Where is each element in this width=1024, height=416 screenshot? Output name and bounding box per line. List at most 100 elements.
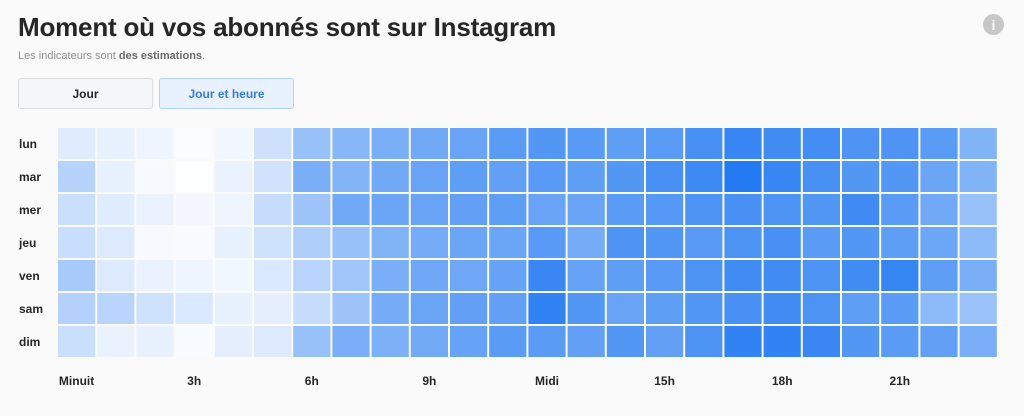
x-tick-3: 3h xyxy=(187,374,202,388)
heatmap-cell-ven-23 xyxy=(959,260,997,291)
heatmap-cell-lun-14 xyxy=(606,128,644,159)
heatmap-cell-sam-11 xyxy=(489,293,527,324)
heatmap-cell-mar-10 xyxy=(450,161,488,192)
heatmap-cell-jeu-22 xyxy=(920,227,958,258)
heatmap-cell-dim-12 xyxy=(528,326,566,357)
heatmap-cell-sam-18 xyxy=(763,293,801,324)
heatmap-cell-ven-22 xyxy=(920,260,958,291)
heatmap-cell-ven-8 xyxy=(371,260,409,291)
heatmap-cell-ven-13 xyxy=(567,260,605,291)
heatmap-cell-dim-16 xyxy=(685,326,723,357)
x-tick-12: Midi xyxy=(535,374,559,388)
heatmap-cell-ven-1 xyxy=(97,260,135,291)
heatmap-cell-mer-0 xyxy=(58,194,96,225)
heatmap-cell-mer-10 xyxy=(450,194,488,225)
heatmap-cell-mer-23 xyxy=(959,194,997,225)
heatmap-cell-jeu-6 xyxy=(293,227,331,258)
heatmap-cell-mer-8 xyxy=(371,194,409,225)
heatmap-cell-lun-9 xyxy=(410,128,448,159)
x-tick-6: 6h xyxy=(304,374,319,388)
heatmap-cell-dim-18 xyxy=(763,326,801,357)
heatmap-cell-jeu-16 xyxy=(685,227,723,258)
heatmap-cell-mar-5 xyxy=(254,161,292,192)
heatmap-cell-ven-0 xyxy=(58,260,96,291)
heatmap-cell-mer-14 xyxy=(606,194,644,225)
heatmap-cell-mer-1 xyxy=(97,194,135,225)
heatmap-cell-jeu-12 xyxy=(528,227,566,258)
heatmap-cell-ven-4 xyxy=(214,260,252,291)
heatmap-cell-ven-18 xyxy=(763,260,801,291)
heatmap-cell-jeu-15 xyxy=(646,227,684,258)
row-label-dim: dim xyxy=(19,335,41,349)
heatmap-cell-dim-5 xyxy=(254,326,292,357)
heatmap-cell-jeu-2 xyxy=(136,227,174,258)
heatmap-cell-mar-12 xyxy=(528,161,566,192)
heatmap-cell-mar-3 xyxy=(175,161,213,192)
heatmap-cell-lun-16 xyxy=(685,128,723,159)
page-title: Moment où vos abonnés sont sur Instagram xyxy=(18,12,557,42)
heatmap-cell-jeu-3 xyxy=(175,227,213,258)
heatmap-cell-mar-21 xyxy=(881,161,919,192)
heatmap-cell-mar-1 xyxy=(97,161,135,192)
heatmap-cell-mer-2 xyxy=(136,194,174,225)
heatmap-cell-mar-2 xyxy=(136,161,174,192)
heatmap-cell-mer-11 xyxy=(489,194,527,225)
heatmap-cell-ven-14 xyxy=(606,260,644,291)
heatmap-cell-lun-7 xyxy=(332,128,370,159)
heatmap-cell-mer-7 xyxy=(332,194,370,225)
heatmap-cell-mar-8 xyxy=(371,161,409,192)
heatmap-cell-sam-6 xyxy=(293,293,331,324)
heatmap-cell-sam-23 xyxy=(959,293,997,324)
heatmap-cell-mar-14 xyxy=(606,161,644,192)
heatmap-cell-jeu-18 xyxy=(763,227,801,258)
heatmap-cell-jeu-20 xyxy=(842,227,880,258)
heatmap-cell-dim-0 xyxy=(58,326,96,357)
heatmap-cell-mar-9 xyxy=(410,161,448,192)
heatmap-cell-sam-16 xyxy=(685,293,723,324)
heatmap-cell-dim-8 xyxy=(371,326,409,357)
info-icon[interactable]: i xyxy=(983,14,1004,35)
heatmap-cell-dim-22 xyxy=(920,326,958,357)
heatmap-cell-dim-4 xyxy=(214,326,252,357)
x-tick-18: 18h xyxy=(771,374,793,388)
heatmap-cell-mar-13 xyxy=(567,161,605,192)
heatmap-cell-dim-13 xyxy=(567,326,605,357)
heatmap-cell-sam-4 xyxy=(214,293,252,324)
heatmap-cell-dim-10 xyxy=(450,326,488,357)
heatmap-cell-ven-17 xyxy=(724,260,762,291)
heatmap-cell-mar-23 xyxy=(959,161,997,192)
heatmap-cell-sam-0 xyxy=(58,293,96,324)
heatmap-cell-mar-16 xyxy=(685,161,723,192)
heatmap-cell-ven-3 xyxy=(175,260,213,291)
heatmap-cell-mar-7 xyxy=(332,161,370,192)
tab-jour[interactable]: Jour xyxy=(18,78,153,109)
heatmap-cell-ven-15 xyxy=(646,260,684,291)
heatmap-cell-dim-23 xyxy=(959,326,997,357)
heatmap-cell-mar-20 xyxy=(842,161,880,192)
heatmap-cell-jeu-14 xyxy=(606,227,644,258)
info-icon-glyph: i xyxy=(991,16,996,33)
heatmap-cell-sam-7 xyxy=(332,293,370,324)
heatmap-cell-lun-13 xyxy=(567,128,605,159)
heatmap-cell-mer-19 xyxy=(802,194,840,225)
x-tick-15: 15h xyxy=(654,374,675,388)
subtitle-suffix: . xyxy=(202,50,206,62)
heatmap-cell-sam-9 xyxy=(410,293,448,324)
heatmap-cell-lun-0 xyxy=(58,128,96,159)
heatmap-cell-ven-16 xyxy=(685,260,723,291)
heatmap-cell-jeu-11 xyxy=(489,227,527,258)
heatmap-cell-sam-19 xyxy=(802,293,840,324)
heatmap-cell-dim-19 xyxy=(802,326,840,357)
heatmap-cell-lun-21 xyxy=(881,128,919,159)
heatmap-cell-mar-18 xyxy=(763,161,801,192)
page-subtitle: Les indicateurs sont des estimations. xyxy=(18,50,205,62)
heatmap-cell-ven-20 xyxy=(842,260,880,291)
heatmap-cell-dim-14 xyxy=(606,326,644,357)
tab-jour-et-heure[interactable]: Jour et heure xyxy=(159,78,294,109)
row-label-mar: mar xyxy=(19,170,42,184)
heatmap-cell-ven-7 xyxy=(332,260,370,291)
heatmap-cell-sam-5 xyxy=(254,293,292,324)
heatmap-cell-lun-8 xyxy=(371,128,409,159)
heatmap-cell-ven-9 xyxy=(410,260,448,291)
heatmap-cell-jeu-1 xyxy=(97,227,135,258)
